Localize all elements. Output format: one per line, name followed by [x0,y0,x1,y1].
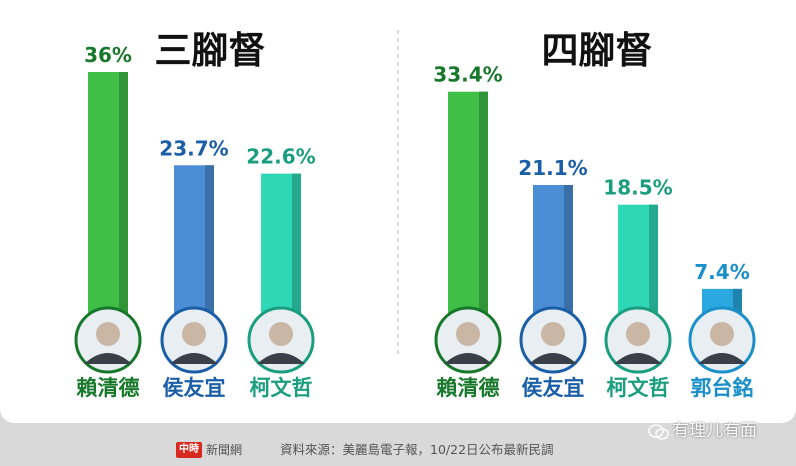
panel-1-title: 三腳督 [155,29,266,72]
panel-1-category-label-3: 柯文哲 [250,376,313,400]
panel-2-category-label-4: 郭台銘 [691,376,754,400]
panel-1-bar-1-side [119,72,128,345]
panel-2-avatar-1-body [444,353,492,364]
panel-2-value-label-3: 18.5% [603,176,672,200]
panel-2-value-label-2: 21.1% [518,156,587,180]
panel-2-avatar-2-body [529,353,577,364]
panel-2-avatar-3-face [626,322,650,346]
panel-2-avatar-3-body [614,353,662,364]
panel-1-avatar-3-face [269,322,293,346]
chart-canvas: 三腳督 36% 賴清德 23.7% 侯友宜 22.6% 柯文哲 四腳督 33.4% 賴清德 21.1… [74,29,756,400]
panel-2-category-label-1: 賴清德 [437,376,500,400]
panel-2-bar-3-side [649,204,658,345]
panel-1-category-label-1: 賴清德 [77,376,140,400]
panel-1-avatar-2-body [170,353,218,364]
panel-2-category-label-2: 侯友宜 [522,376,585,400]
panel-1-value-label-2: 23.7% [159,136,228,160]
panel-2-value-label-4: 7.4% [694,260,749,284]
panel-1-avatar-3-body [257,353,305,364]
panel-1-bar-3-side [292,173,301,345]
panel-1-avatar-1-face [96,322,120,346]
panel-1-category-label-2: 侯友宜 [163,376,226,400]
panel-2-avatar-4-face [710,322,734,346]
watermark: 有理儿有面 [640,420,757,442]
panel-2-bar-1-side [479,91,488,345]
panel-2-avatar-2-face [541,322,565,346]
chinatimes-logo-text: 新聞網 [206,443,243,457]
panel-1-bar-2-side [205,165,214,345]
chinatimes-logo-box: 中時 [176,442,202,458]
wechat-icon [648,424,669,440]
panel-2-category-label-3: 柯文哲 [607,376,670,400]
panel-2-title: 四腳督 [542,29,653,72]
panel-2-bar-2-side [564,184,573,345]
panel-1-value-label-3: 22.6% [246,145,315,169]
watermark-text: 有理儿有面 [672,421,757,441]
panel-2-value-label-1: 33.4% [433,63,502,87]
panel-1-value-label-1: 36% [84,43,132,67]
panel-2-avatar-4-body [698,353,746,364]
panel-1-avatar-2-face [182,322,206,346]
panel-2-avatar-1-face [456,322,480,346]
panel-1-avatar-1-body [84,353,132,364]
source-note: 資料來源：美麗島電子報，10/22日公布最新民調 [280,442,554,457]
